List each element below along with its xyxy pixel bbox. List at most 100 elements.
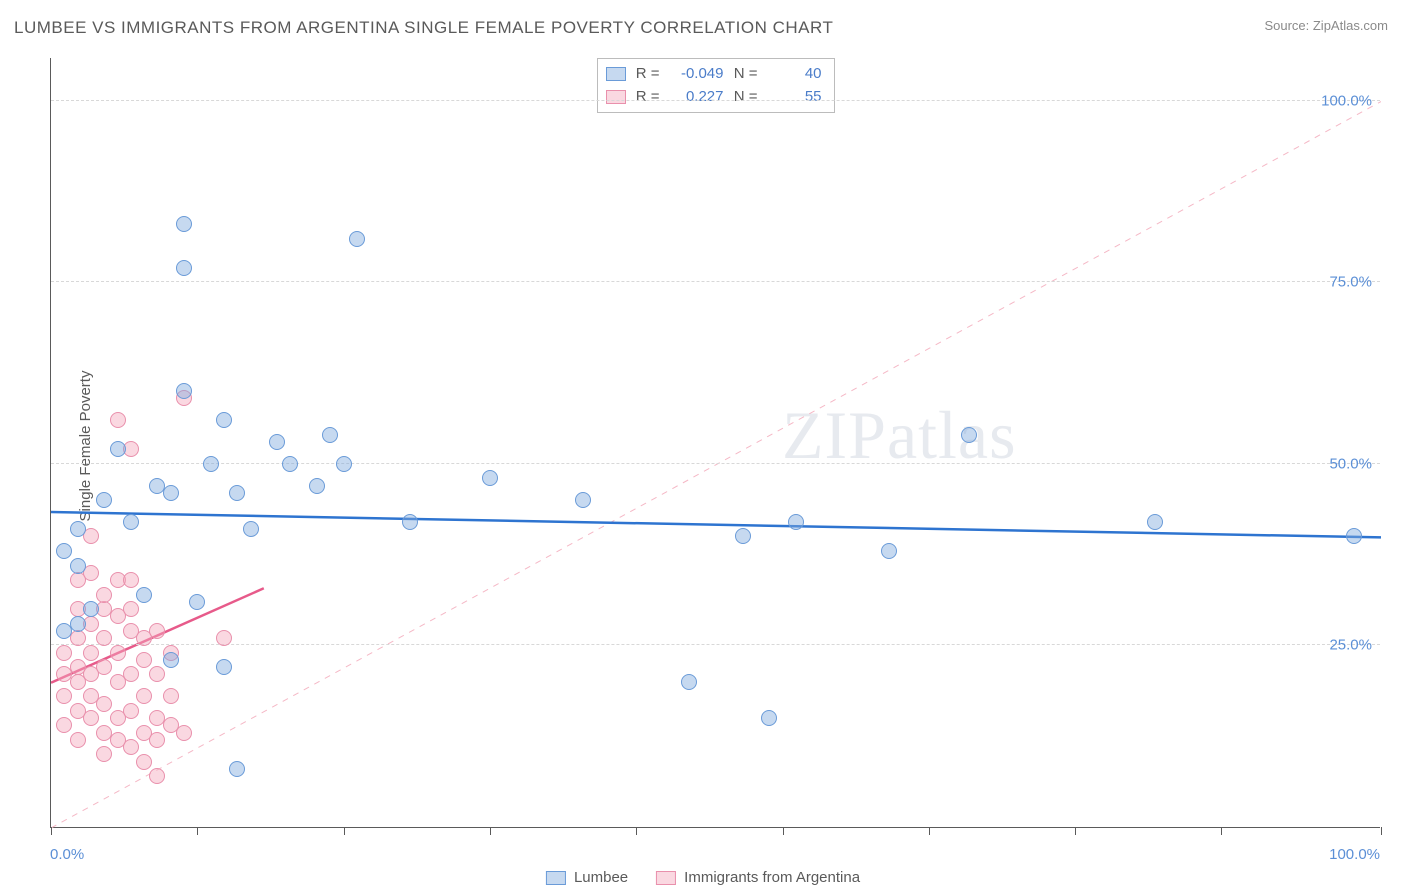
x-tick (929, 827, 930, 835)
x-tick (197, 827, 198, 835)
data-point (163, 688, 179, 704)
x-tick (490, 827, 491, 835)
data-point (96, 659, 112, 675)
source-prefix: Source: (1264, 18, 1312, 33)
x-tick (344, 827, 345, 835)
data-point (1147, 514, 1163, 530)
data-point (70, 572, 86, 588)
data-point (96, 492, 112, 508)
y-tick-label: 25.0% (1329, 637, 1372, 654)
stat-n-argentina: 55 (766, 86, 822, 109)
data-point (136, 652, 152, 668)
data-point (56, 688, 72, 704)
data-point (482, 470, 498, 486)
x-tick (783, 827, 784, 835)
y-tick-label: 75.0% (1329, 274, 1372, 291)
stats-legend: R = -0.049 N = 40 R = 0.227 N = 55 (597, 58, 835, 113)
data-point (70, 616, 86, 632)
swatch-argentina (606, 90, 626, 104)
data-point (322, 427, 338, 443)
x-tick (51, 827, 52, 835)
stat-label-r: R = (634, 63, 660, 86)
data-point (961, 427, 977, 443)
data-point (282, 456, 298, 472)
plot-area: ZIPatlas R = -0.049 N = 40 R = 0.227 N =… (50, 58, 1380, 828)
data-point (349, 231, 365, 247)
x-tick (1381, 827, 1382, 835)
data-point (216, 659, 232, 675)
data-point (149, 666, 165, 682)
x-tick (1075, 827, 1076, 835)
data-point (123, 666, 139, 682)
data-point (123, 703, 139, 719)
stat-n-lumbee: 40 (766, 63, 822, 86)
data-point (176, 725, 192, 741)
data-point (136, 754, 152, 770)
legend-label-argentina: Immigrants from Argentina (684, 869, 860, 886)
y-tick-label: 50.0% (1329, 455, 1372, 472)
regression-lines-svg (51, 58, 1381, 828)
data-point (189, 594, 205, 610)
data-point (229, 485, 245, 501)
data-point (216, 630, 232, 646)
data-point (136, 587, 152, 603)
source-name: ZipAtlas.com (1313, 18, 1388, 33)
legend-item-lumbee: Lumbee (546, 869, 628, 886)
data-point (575, 492, 591, 508)
data-point (96, 746, 112, 762)
data-point (229, 761, 245, 777)
stat-label-n: N = (732, 86, 758, 109)
stat-label-r: R = (634, 86, 660, 109)
data-point (110, 412, 126, 428)
legend-label-lumbee: Lumbee (574, 869, 628, 886)
x-tick (636, 827, 637, 835)
y-tick-label: 100.0% (1321, 92, 1372, 109)
data-point (176, 383, 192, 399)
data-point (402, 514, 418, 530)
data-point (123, 739, 139, 755)
swatch-lumbee (606, 67, 626, 81)
data-point (203, 456, 219, 472)
legend-item-argentina: Immigrants from Argentina (656, 869, 860, 886)
data-point (176, 216, 192, 232)
data-point (735, 528, 751, 544)
data-point (70, 521, 86, 537)
gridline (51, 644, 1380, 645)
data-point (110, 441, 126, 457)
stats-row-lumbee: R = -0.049 N = 40 (606, 63, 822, 86)
data-point (336, 456, 352, 472)
gridline (51, 463, 1380, 464)
data-point (163, 485, 179, 501)
data-point (881, 543, 897, 559)
data-point (149, 732, 165, 748)
data-point (96, 587, 112, 603)
data-point (83, 601, 99, 617)
stat-r-lumbee: -0.049 (668, 63, 724, 86)
swatch-lumbee (546, 871, 566, 885)
data-point (269, 434, 285, 450)
data-point (163, 652, 179, 668)
source-attribution: Source: ZipAtlas.com (1264, 18, 1388, 33)
data-point (788, 514, 804, 530)
bottom-legend: Lumbee Immigrants from Argentina (546, 869, 860, 886)
data-point (70, 732, 86, 748)
gridline (51, 281, 1380, 282)
gridline (51, 100, 1380, 101)
chart-title: LUMBEE VS IMMIGRANTS FROM ARGENTINA SING… (14, 18, 833, 38)
data-point (110, 645, 126, 661)
data-point (176, 260, 192, 276)
x-min-label: 0.0% (50, 846, 84, 863)
data-point (1346, 528, 1362, 544)
data-point (681, 674, 697, 690)
data-point (56, 717, 72, 733)
data-point (216, 412, 232, 428)
data-point (309, 478, 325, 494)
data-point (123, 601, 139, 617)
data-point (96, 696, 112, 712)
swatch-argentina (656, 871, 676, 885)
data-point (123, 572, 139, 588)
data-point (56, 543, 72, 559)
data-point (83, 645, 99, 661)
data-point (56, 645, 72, 661)
data-point (149, 623, 165, 639)
